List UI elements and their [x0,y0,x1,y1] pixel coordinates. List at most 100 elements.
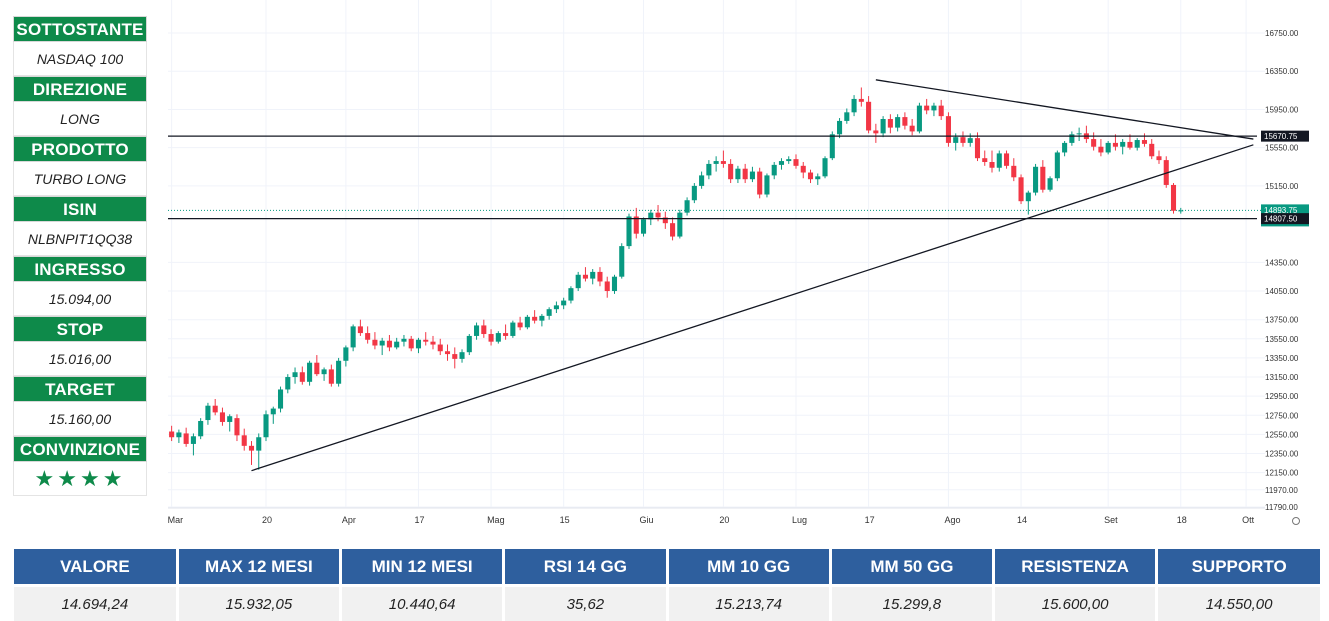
y-tick-label: 15550.00 [1265,144,1299,153]
stats-header: MM 10 GG [667,549,832,586]
sidebar-value: 15.016,00 [13,342,147,376]
candle-body [938,105,944,117]
candle-body [532,316,538,321]
candle-body [662,217,668,224]
candle-body [241,435,247,446]
candle-body [1033,166,1039,193]
candle-body [379,340,385,346]
candle-body [815,176,821,180]
candle-body [372,339,378,346]
stats-value: 15.213,74 [667,584,832,621]
candle-body [190,436,196,444]
price-label-box [1261,213,1309,225]
candle-body [880,119,886,134]
sidebar-label: CONVINZIONE [13,436,147,462]
candle-body [408,338,414,349]
candle-body [1076,133,1082,135]
candle-body [568,288,574,301]
x-tick-label: 17 [414,515,424,525]
stats-header: MIN 12 MESI [340,549,506,586]
conviction-stars: ★★★★ [13,462,147,496]
candle-body [452,354,458,359]
candle-body [561,300,567,306]
candle-body [771,164,777,176]
sidebar-label: TARGET [13,376,147,402]
candle-body [495,333,501,342]
candle-body [604,281,610,292]
falling-trendline-line [875,79,1254,140]
x-tick-label: Giu [640,515,654,525]
candle-body [1011,165,1017,178]
stats-header: MM 50 GG [830,549,996,586]
candle-body [1120,141,1126,147]
candle-body [183,433,189,444]
y-tick-label: 11970.00 [1265,486,1298,495]
candle-body [1149,143,1155,157]
candle-body [706,163,712,176]
x-tick-label: 14 [1017,515,1027,525]
x-tick-label: 15 [560,515,570,525]
stats-values-row: 14.694,24 15.932,05 10.440,64 35,62 15.213,7… [14,584,1320,621]
candle-body [205,405,211,421]
x-tick-label: 20 [262,515,272,525]
candle-body [967,138,973,143]
candle-body [524,316,530,328]
stats-value: 10.440,64 [340,584,506,621]
candle-body [626,216,632,247]
candle-body [510,322,516,336]
candle-body [299,372,305,382]
candle-body [924,105,930,111]
candle-body [582,274,588,279]
candle-body [902,117,908,126]
y-tick-label: 11790.00 [1265,503,1298,512]
candle-body [1054,152,1060,179]
trade-info-panel: SOTTOSTANTE NASDAQ 100 DIREZIONE LONG PRODOT… [13,16,147,496]
candle-body [503,333,509,336]
y-tick-label: 14350.00 [1265,258,1299,267]
y-tick-label: 12350.00 [1265,449,1299,458]
sidebar-item-isin: ISIN NLBNPIT1QQ38 [13,196,147,256]
x-tick-label: Apr [342,515,356,525]
candle-body [684,200,690,213]
candle-body [488,334,494,342]
candle-body [219,412,225,422]
candle-body [575,274,581,289]
candle-body [386,340,392,348]
candle-body [263,414,269,438]
candle-body [960,137,966,143]
candle-body [713,161,719,164]
candle-body [837,120,843,135]
candle-body [757,171,763,195]
x-tick-label: 20 [719,515,729,525]
candle-body [851,98,857,113]
stats-header: VALORE [14,549,179,586]
candle-body [1156,156,1162,161]
y-tick-label: 12950.00 [1265,392,1299,401]
sidebar-value: NLBNPIT1QQ38 [13,222,147,256]
candle-body [328,369,334,384]
y-tick-label: 13350.00 [1265,354,1299,363]
y-tick-label: 16350.00 [1265,67,1299,76]
sidebar-value: LONG [13,102,147,136]
candle-body [597,271,603,282]
candle-body [670,223,676,237]
candle-body [749,171,755,180]
candle-body [728,163,734,180]
candle-body [1127,141,1133,148]
candle-body [248,445,255,451]
sidebar-label: DIREZIONE [13,76,147,102]
candle-body [212,405,218,413]
y-tick-label: 13150.00 [1265,373,1299,382]
y-tick-label: 13550.00 [1265,335,1299,344]
stats-header: MAX 12 MESI [177,549,343,586]
x-tick-label: Mar [168,515,184,525]
candle-body [459,352,465,359]
candle-body [314,362,320,375]
candle-body [227,416,233,422]
x-tick-label: Set [1104,515,1118,525]
candle-body [1040,166,1046,190]
x-tick-label: 18 [1177,515,1187,525]
candle-body [444,351,451,355]
candle-body [590,271,596,279]
price-chart: 16750.00 16350.00 15950.00 15550.00 15150.00… [150,0,1329,540]
